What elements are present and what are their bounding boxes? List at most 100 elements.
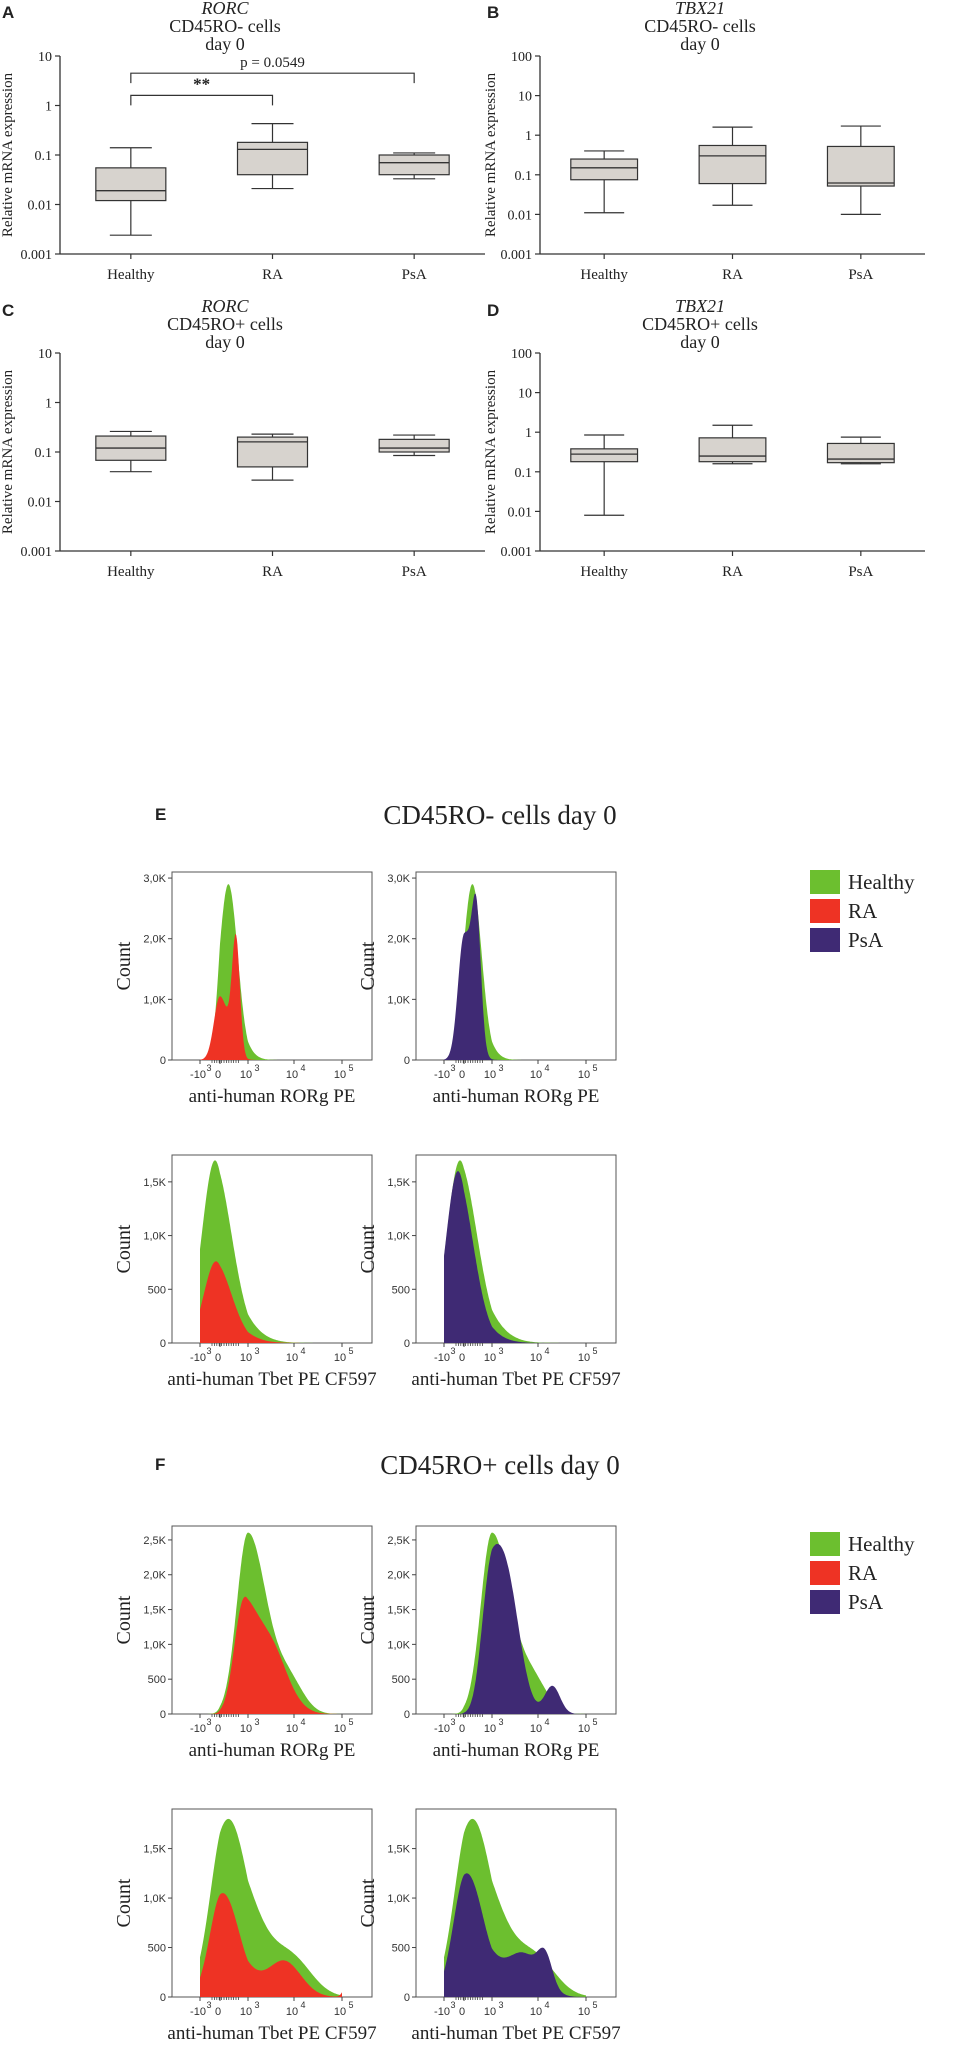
y-tick-label: 0 (160, 1709, 166, 1721)
x-tick-exponent: 5 (348, 2000, 353, 2010)
y-tick-label: 2,0K (387, 934, 410, 946)
x-tick-exponent: 3 (450, 2000, 455, 2010)
x-tick-label: 0 (459, 1069, 465, 1081)
x-tick-label: 10 (578, 1723, 590, 1735)
y-tick-label: 500 (392, 1943, 410, 1955)
box-healthy (570, 150, 639, 214)
box-ra (698, 424, 767, 465)
y-axis-label: Count (357, 1224, 379, 1273)
x-axis-label: anti-human RORg PE (189, 1740, 356, 1761)
x-tick-exponent: 3 (450, 1063, 455, 1073)
x-tick-label: 10 (334, 1723, 346, 1735)
significance-label: p = 0.0549 (240, 55, 305, 71)
y-tick-label: 0 (404, 1709, 410, 1721)
y-tick-label: 1,0K (387, 994, 410, 1006)
plot-frame (171, 871, 373, 1061)
y-axis-label: Count (357, 1878, 379, 1927)
x-tick-exponent: 5 (592, 1346, 597, 1356)
y-tick-label: 0.01 (28, 496, 53, 511)
x-tick-label: 0 (459, 2006, 465, 2018)
x-tick-exponent: 3 (254, 2000, 259, 2010)
y-tick-label: 0.001 (501, 248, 533, 263)
y-tick-label: 1,5K (387, 1844, 410, 1856)
x-tick-exponent: 5 (592, 1063, 597, 1073)
y-axis-label: Count (113, 1878, 135, 1927)
x-tick-exponent: 4 (544, 2000, 549, 2010)
x-tick-exponent: 5 (348, 1346, 353, 1356)
legend-e-label-psa: PsA (848, 928, 884, 952)
y-axis-label: Count (357, 1595, 379, 1644)
legend-f: Healthy RA PsA (810, 1532, 915, 1614)
x-tick-label: RA (722, 267, 743, 283)
y-tick-label: 2,0K (387, 1570, 410, 1582)
legend-e-swatch-healthy (810, 870, 840, 894)
x-tick-label: -10 (434, 1069, 450, 1081)
gene-title: RORC (201, 0, 250, 18)
section-f-title: CD45RO+ cells day 0 (380, 1450, 619, 1480)
x-axis-label: anti-human Tbet PE CF597 (411, 2023, 620, 2044)
box-iqr (378, 154, 450, 176)
box-psa (378, 434, 450, 457)
x-tick-exponent: 3 (206, 1063, 211, 1073)
x-tick-label: 0 (215, 2006, 221, 2018)
x-tick-label: RA (722, 564, 743, 580)
x-tick-label: PsA (848, 564, 873, 580)
x-tick-exponent: 3 (254, 1717, 259, 1727)
y-tick-label: 500 (392, 1284, 410, 1296)
y-tick-label: 1 (45, 397, 52, 412)
box-healthy (95, 147, 167, 236)
x-tick-label: 0 (215, 1069, 221, 1081)
x-tick-exponent: 4 (300, 1063, 305, 1073)
y-tick-label: 0.1 (515, 169, 533, 184)
y-tick-label: 0.1 (35, 149, 53, 164)
x-tick-label: 10 (484, 1069, 496, 1081)
day-subtitle: day 0 (205, 332, 245, 352)
x-tick-exponent: 3 (254, 1346, 259, 1356)
x-tick-label: 10 (484, 2006, 496, 2018)
y-tick-label: 500 (148, 1284, 166, 1296)
x-tick-label: 10 (530, 1352, 542, 1364)
x-tick-label: 10 (286, 2006, 298, 2018)
y-tick-label: 0.1 (515, 466, 533, 481)
y-tick-label: 1 (525, 426, 532, 441)
y-tick-label: 1,0K (143, 1639, 166, 1651)
x-tick-label: 10 (240, 2006, 252, 2018)
box-iqr (570, 448, 639, 463)
y-axis-label: Relative mRNA expression (483, 369, 499, 534)
legend-f-swatch-psa (810, 1590, 840, 1614)
x-tick-label: Healthy (107, 564, 155, 580)
box-iqr (570, 158, 639, 181)
box-iqr (826, 442, 895, 464)
x-tick-label: RA (262, 267, 283, 283)
y-tick-label: 1,0K (143, 1893, 166, 1905)
x-tick-label: 10 (334, 2006, 346, 2018)
x-tick-exponent: 4 (544, 1717, 549, 1727)
legend-e-label-healthy: Healthy (848, 870, 915, 894)
y-tick-label: 1,0K (143, 1231, 166, 1243)
gene-title: TBX21 (675, 296, 725, 316)
x-tick-label: PsA (402, 564, 427, 580)
x-tick-label: 0 (215, 1723, 221, 1735)
x-tick-exponent: 5 (348, 1063, 353, 1073)
y-tick-label: 10 (38, 50, 52, 65)
box-ra (236, 433, 309, 481)
histogram-series-ra (200, 1893, 342, 1997)
y-tick-label: 2,0K (143, 1570, 166, 1582)
x-tick-exponent: 3 (206, 1717, 211, 1727)
x-axis-label: anti-human RORg PE (433, 1086, 600, 1107)
day-subtitle: day 0 (680, 332, 720, 352)
y-tick-label: 500 (148, 1943, 166, 1955)
box-iqr (826, 145, 895, 187)
x-tick-exponent: 3 (498, 1063, 503, 1073)
significance-bracket (130, 94, 274, 106)
y-axis-label: Count (113, 1595, 135, 1644)
x-axis-label: anti-human Tbet PE CF597 (411, 1369, 620, 1390)
x-tick-label: -10 (190, 1352, 206, 1364)
y-tick-label: 1,5K (143, 1844, 166, 1856)
